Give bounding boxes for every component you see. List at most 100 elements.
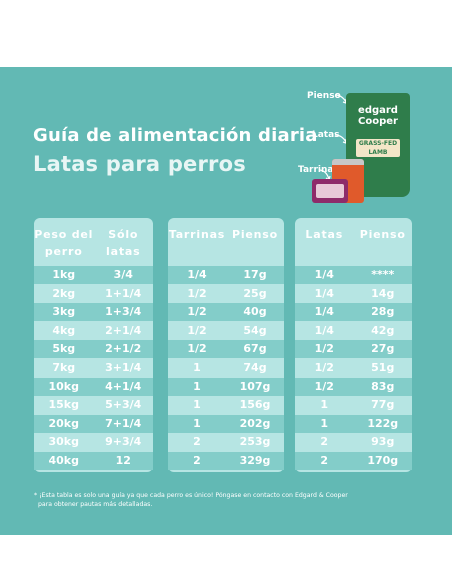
table-cell: 1/2	[314, 379, 334, 393]
table-cell: 54g	[243, 323, 267, 337]
table-cell: 1/4	[314, 268, 334, 281]
table-cell: 1/2	[187, 323, 207, 337]
table-row: 7kg 3+1/4	[34, 359, 153, 377]
table-header: Latas	[305, 228, 344, 241]
table-cell: 1+3/4	[105, 305, 142, 319]
table-cell: 1/2	[187, 286, 207, 300]
table-row: 2 329g	[168, 452, 284, 470]
table-latas: Latas Pienso 1/4 **** 1/4 14g 1/4 28g 1/4 42g 1/2 2…	[295, 218, 412, 472]
table-cell: 1	[320, 416, 329, 430]
table-cell: 14g	[371, 286, 395, 300]
table-cell: 1/4	[314, 286, 334, 300]
table-cell: 2	[320, 454, 329, 467]
table-row: 40kg 12	[34, 452, 153, 470]
table-row: 10kg 4+1/4	[34, 377, 153, 396]
table-row: 1/4 14g	[295, 285, 412, 303]
bag-flavour-label: GRASS-FED LAMB	[356, 139, 400, 157]
label-pienso: Pienso	[307, 91, 341, 101]
table-cell: 156g	[239, 398, 271, 412]
table-row: 4kg 2+1/4	[34, 322, 153, 340]
table-cell: 3/4	[113, 268, 133, 281]
label-tarrinas: Tarrinas	[298, 165, 339, 175]
table-cell: 1/2	[187, 342, 207, 356]
table-cell: 2	[320, 435, 329, 449]
table-cell: 42g	[371, 323, 395, 337]
table-row: 1kg 3/4	[34, 266, 153, 284]
table-header: Sólo latas	[106, 228, 141, 258]
table-cell: 2+1/2	[105, 342, 142, 356]
table-header: Tarrinas	[168, 228, 226, 241]
table-cell: 20kg	[48, 416, 80, 430]
footnote: * ¡Esta tabla es solo una guía ya que ca…	[34, 492, 348, 508]
table-cell: 51g	[371, 361, 395, 374]
table-row: 1 156g	[168, 396, 284, 414]
table-cell: 1kg	[52, 268, 76, 281]
table-cell: 202g	[239, 416, 271, 430]
table-cell: 2kg	[52, 286, 76, 300]
table-cell: 5+3/4	[105, 398, 142, 412]
table-cell: 1/4	[314, 323, 334, 337]
table-cell: 1	[193, 361, 201, 374]
table-row: 1/2 40g	[168, 303, 284, 322]
table-row: 1 107g	[168, 377, 284, 396]
table-row: 15kg 5+3/4	[34, 396, 153, 414]
table-cell: 7+1/4	[105, 416, 142, 430]
table-cell: 1/4	[314, 305, 334, 319]
table-cell: 74g	[243, 361, 267, 374]
table-cell: 25g	[243, 286, 267, 300]
table-row: 1/2 27g	[295, 340, 412, 359]
table-cell: 4+1/4	[105, 379, 142, 393]
table-row: 1/4 ****	[295, 266, 412, 284]
table-cell: 12	[115, 454, 131, 467]
table-cell: 1/2	[314, 342, 334, 356]
table-cell: 77g	[371, 398, 395, 412]
table-cell: 1/2	[314, 361, 334, 374]
table-cell: 83g	[371, 379, 395, 393]
table-row: 1/4 42g	[295, 322, 412, 340]
table-cell: 122g	[367, 416, 399, 430]
table-cell: 67g	[243, 342, 267, 356]
table-cell: 1/2	[187, 305, 207, 319]
table-header: Pienso	[231, 228, 279, 241]
table-cell: 15kg	[48, 398, 80, 412]
table-cell: 9+3/4	[105, 435, 142, 449]
table-cell: 27g	[371, 342, 395, 356]
table-cell: 17g	[243, 268, 267, 281]
table-row: 2 93g	[295, 433, 412, 451]
table-cell: 4kg	[52, 323, 76, 337]
table-row: 1/4 17g	[168, 266, 284, 284]
table-cell: 1/4	[187, 268, 207, 281]
table-cell: 253g	[239, 435, 271, 449]
table-cell: 40g	[243, 305, 267, 319]
table-cell: 93g	[371, 435, 395, 449]
table-cell: 1+1/4	[105, 286, 142, 300]
table-cell: 30kg	[48, 435, 80, 449]
tray-image	[312, 179, 348, 203]
table-cell: 7kg	[52, 361, 76, 374]
table-cell: 3+1/4	[105, 361, 142, 374]
table-cell: 170g	[367, 454, 399, 467]
table-cell: 1	[193, 416, 201, 430]
table-cell: 1	[320, 398, 329, 412]
table-row: 1 77g	[295, 396, 412, 414]
table-row: 3kg 1+3/4	[34, 303, 153, 322]
table-row: 1 122g	[295, 414, 412, 433]
table-row: 2 170g	[295, 452, 412, 470]
table-cell: 107g	[239, 379, 271, 393]
table-dog-weight: Peso del perro Sólo latas 1kg 3/4 2kg 1+1/4 3k…	[34, 218, 153, 472]
table-row: 1/2 67g	[168, 340, 284, 359]
table-cell: 1	[193, 398, 201, 412]
table-row: 1/2 51g	[295, 359, 412, 377]
table-row: 1/2 54g	[168, 322, 284, 340]
table-cell: ****	[371, 268, 395, 281]
label-latas: Latas	[312, 130, 340, 140]
table-cell: 2	[193, 454, 201, 467]
table-row: 2 253g	[168, 433, 284, 451]
table-row: 1 202g	[168, 414, 284, 433]
table-cell: 5kg	[52, 342, 76, 356]
page-subtitle: Latas para perros	[33, 152, 246, 176]
table-cell: 2	[193, 435, 201, 449]
table-row: 1/4 28g	[295, 303, 412, 322]
page-title: Guía de alimentación diaria	[33, 125, 318, 146]
background-panel: Guía de alimentación diaria Latas para p…	[0, 67, 452, 535]
